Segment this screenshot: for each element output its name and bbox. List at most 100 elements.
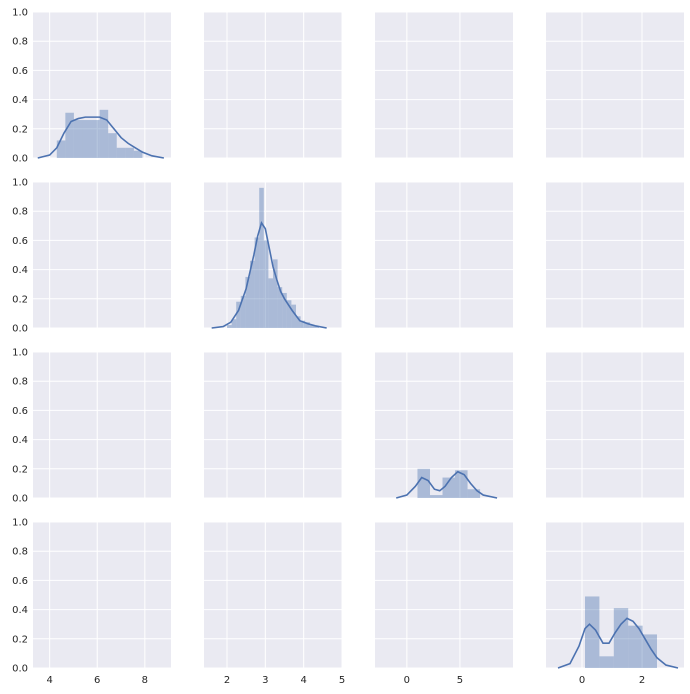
histogram-bar [314, 326, 319, 328]
panel-r3-c1: 0.0 0.2 0.4 0.6 0.8 1.0 [12, 348, 171, 505]
histogram-bar [245, 276, 250, 328]
histogram-bar [125, 147, 134, 158]
histogram-bar [133, 150, 143, 158]
x-tick-label: 5 [339, 675, 345, 686]
x-tick-label: 8 [142, 675, 148, 686]
histogram-bar [259, 187, 264, 328]
panel-r2-c3 [375, 181, 513, 329]
panel-background [375, 182, 513, 328]
histogram-bar [282, 292, 287, 328]
y-tick-label: 0.4 [12, 605, 28, 616]
x-tick-label: 2 [224, 675, 230, 686]
panel-r1-c4 [546, 11, 684, 159]
y-tick-label: 0.2 [12, 124, 28, 135]
histogram-bar [227, 325, 232, 328]
panel-background [204, 12, 342, 158]
panel-background [33, 352, 171, 498]
y-tick-label: 1.0 [12, 518, 28, 529]
y-tick-label: 0.0 [12, 494, 28, 505]
histogram-bar [254, 237, 260, 328]
y-tick-label: 0.6 [12, 576, 28, 587]
panel-background [546, 522, 684, 668]
panel-background [546, 352, 684, 498]
histogram-bar [417, 468, 430, 498]
histogram-bar [467, 489, 481, 498]
histogram-bar [273, 259, 278, 328]
panel-background [204, 522, 342, 668]
histogram-bar [455, 470, 468, 498]
panel-background [546, 12, 684, 158]
y-tick-label: 0.0 [12, 154, 28, 165]
x-tick-label: 2 [639, 675, 645, 686]
x-tick-label: 0 [579, 675, 585, 686]
histogram-bar [240, 295, 246, 328]
panel-r4-c1: 0.0 0.2 0.4 0.6 0.8 1.0 4 6 8 [12, 518, 171, 686]
histogram-bar [442, 477, 456, 498]
histogram-bar [309, 325, 315, 328]
kde-curve [557, 617, 679, 669]
histogram-bar [613, 608, 629, 668]
histogram-bar [599, 656, 614, 668]
x-tick-label: 4 [46, 675, 52, 686]
y-tick-label: 0.6 [12, 236, 28, 247]
histogram-bar [585, 596, 600, 668]
panel-r3-c2 [204, 351, 343, 499]
y-tick-label: 0.2 [12, 464, 28, 475]
histogram-bar [296, 316, 301, 328]
kde-curve [211, 220, 327, 329]
histogram-bar [300, 320, 306, 328]
panel-background [375, 12, 513, 158]
histogram-bar [99, 109, 109, 158]
panel-background [33, 182, 171, 328]
x-tick-label: 5 [457, 675, 463, 686]
panel-r1-c1: 0.0 0.2 0.4 0.6 0.8 1.0 [12, 8, 171, 165]
histogram-bar [642, 634, 657, 668]
panel-background [204, 352, 342, 498]
histogram-bar [286, 300, 292, 328]
panel-r1-c3 [375, 11, 513, 159]
panel-r4-c2: 2 3 4 5 [204, 521, 345, 686]
histogram-bar [305, 322, 310, 328]
histogram-bar [250, 260, 255, 328]
y-tick-label: 0.8 [12, 377, 28, 388]
histogram-bar [628, 625, 643, 668]
panel-background [375, 522, 513, 668]
panel-background [33, 522, 171, 668]
y-tick-label: 0.2 [12, 634, 28, 645]
x-tick-label: 4 [300, 675, 306, 686]
panel-r2-c2 [204, 181, 343, 329]
y-tick-label: 1.0 [12, 348, 28, 359]
y-tick-label: 0.6 [12, 66, 28, 77]
kde-curve [396, 470, 498, 499]
histogram-bar [236, 301, 241, 328]
panel-background [546, 182, 684, 328]
y-tick-label: 0.0 [12, 664, 28, 675]
histogram-bar [108, 133, 117, 158]
y-tick-label: 0.6 [12, 406, 28, 417]
panel-r1-c2 [204, 11, 343, 159]
histogram-bar [91, 120, 100, 158]
histogram-bar [82, 120, 92, 158]
histogram-bar [268, 278, 273, 328]
panel-r3-c3 [375, 351, 513, 499]
y-tick-label: 1.0 [12, 8, 28, 19]
histogram-bar [231, 319, 237, 328]
histogram-bar [56, 140, 66, 158]
y-tick-label: 0.8 [12, 547, 28, 558]
histogram-bar [291, 304, 296, 328]
panel-r2-c4 [546, 181, 684, 329]
y-tick-label: 0.8 [12, 207, 28, 218]
histogram-bar [73, 120, 83, 158]
kde-curve [37, 116, 165, 159]
panel-r2-c1: 0.0 0.2 0.4 0.6 0.8 1.0 [12, 178, 171, 335]
histogram-bar [429, 495, 443, 498]
x-tick-label: 3 [262, 675, 268, 686]
panel-r3-c4 [546, 351, 684, 499]
panel-background [33, 12, 171, 158]
histogram-bar [65, 112, 74, 158]
y-tick-label: 0.0 [12, 324, 28, 335]
y-tick-label: 1.0 [12, 178, 28, 189]
